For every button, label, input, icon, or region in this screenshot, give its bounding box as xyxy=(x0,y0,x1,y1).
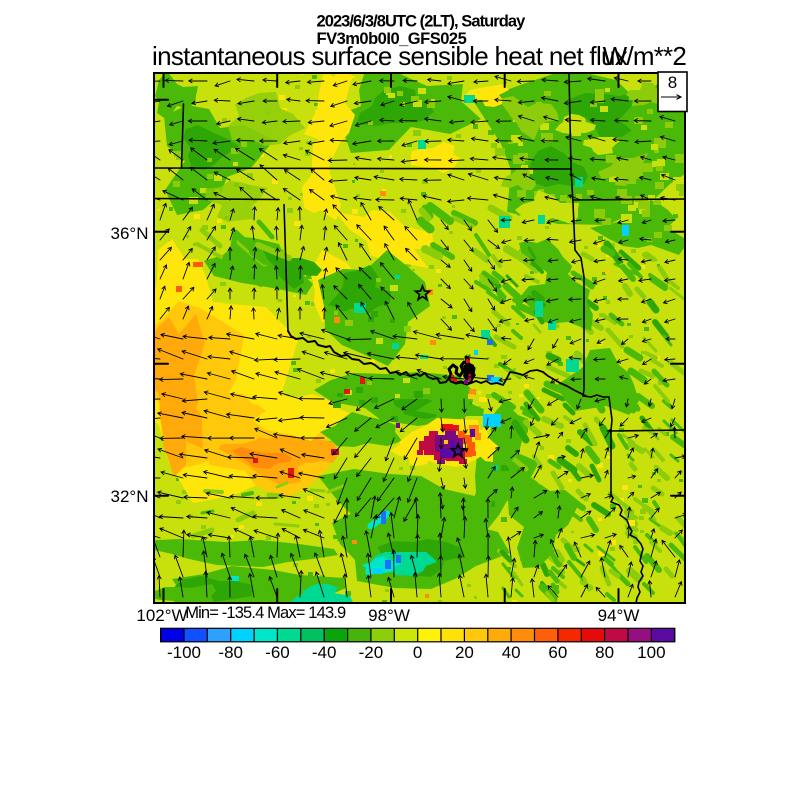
svg-text:Min= -135.4 Max= 143.9: Min= -135.4 Max= 143.9 xyxy=(185,604,346,622)
svg-text:32°N: 32°N xyxy=(111,487,149,506)
svg-text:102°W: 102°W xyxy=(136,606,187,625)
svg-text:20: 20 xyxy=(455,643,474,662)
svg-text:2023/6/3/8UTC (2LT), Saturday: 2023/6/3/8UTC (2LT), Saturday xyxy=(317,13,527,31)
svg-text:-60: -60 xyxy=(265,643,290,662)
svg-text:FV3m0b0I0_GFS025: FV3m0b0I0_GFS025 xyxy=(317,30,467,48)
svg-text:98°W: 98°W xyxy=(368,606,410,625)
svg-text:-40: -40 xyxy=(312,643,337,662)
svg-text:0: 0 xyxy=(413,643,422,662)
svg-text:8: 8 xyxy=(668,73,677,92)
svg-text:60: 60 xyxy=(548,643,567,662)
svg-text:94°W: 94°W xyxy=(598,606,640,625)
svg-text:-100: -100 xyxy=(167,643,201,662)
svg-text:W/m**2: W/m**2 xyxy=(603,41,687,71)
svg-text:40: 40 xyxy=(502,643,521,662)
svg-text:100: 100 xyxy=(637,643,665,662)
svg-text:36°N: 36°N xyxy=(111,224,149,243)
svg-text:80: 80 xyxy=(595,643,614,662)
svg-text:-20: -20 xyxy=(359,643,384,662)
svg-text:instantaneous surface sensible: instantaneous surface sensible heat net … xyxy=(152,41,628,71)
svg-text:-80: -80 xyxy=(218,643,243,662)
